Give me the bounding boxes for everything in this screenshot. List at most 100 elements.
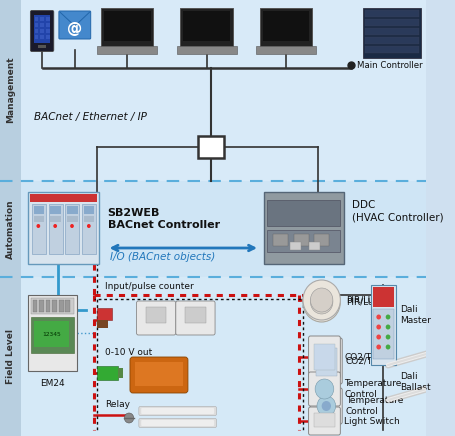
FancyBboxPatch shape — [59, 11, 91, 39]
Circle shape — [87, 224, 91, 228]
FancyBboxPatch shape — [130, 357, 187, 393]
FancyBboxPatch shape — [308, 336, 339, 378]
Bar — [35, 17, 38, 21]
Circle shape — [321, 401, 330, 411]
Bar — [101, 8, 153, 46]
Text: PIR/LUX: PIR/LUX — [345, 296, 379, 304]
Bar — [51, 216, 61, 222]
Bar — [51, 206, 61, 214]
Bar — [84, 216, 94, 222]
Bar — [313, 413, 334, 427]
Bar — [364, 19, 418, 26]
Bar — [308, 242, 319, 250]
Circle shape — [310, 290, 332, 314]
Bar — [313, 344, 334, 370]
Bar — [97, 46, 157, 54]
Bar — [267, 200, 339, 226]
Bar — [28, 295, 76, 371]
Bar — [97, 308, 112, 320]
Bar — [293, 234, 308, 246]
Bar — [34, 216, 44, 222]
Text: Dali
Ballast: Dali Ballast — [399, 372, 430, 392]
Bar — [364, 37, 418, 44]
Bar — [34, 206, 44, 214]
Bar — [39, 300, 44, 312]
Circle shape — [302, 282, 339, 322]
Bar — [46, 17, 50, 21]
Bar — [46, 35, 50, 39]
Text: 0-10 V out: 0-10 V out — [105, 348, 152, 357]
FancyBboxPatch shape — [136, 301, 175, 335]
Bar — [46, 300, 51, 312]
Circle shape — [375, 334, 380, 340]
Bar — [35, 29, 38, 33]
Bar — [33, 300, 37, 312]
Bar — [364, 10, 418, 17]
Circle shape — [314, 379, 333, 399]
Bar — [180, 8, 233, 46]
Bar — [97, 320, 108, 328]
Circle shape — [385, 324, 389, 330]
Text: CO2/T/%RH: CO2/T/%RH — [345, 357, 397, 365]
Bar — [315, 348, 336, 376]
FancyBboxPatch shape — [139, 406, 216, 416]
Bar — [66, 204, 79, 254]
Bar — [34, 321, 69, 347]
Bar — [370, 285, 394, 365]
Bar — [34, 15, 51, 43]
Bar — [256, 46, 315, 54]
Bar — [364, 28, 418, 35]
Bar — [31, 298, 74, 314]
Bar — [20, 0, 425, 181]
Circle shape — [53, 224, 57, 228]
Text: Relay: Relay — [105, 400, 129, 409]
Bar — [97, 366, 117, 380]
Circle shape — [385, 344, 389, 350]
Bar — [67, 206, 77, 214]
Bar — [82, 204, 96, 254]
Bar — [362, 8, 420, 58]
FancyBboxPatch shape — [141, 420, 214, 426]
Text: BACnet / Ethernet / IP: BACnet / Ethernet / IP — [34, 112, 146, 122]
Bar — [313, 234, 329, 246]
Bar — [84, 206, 94, 214]
Circle shape — [36, 224, 40, 228]
Bar — [66, 300, 70, 312]
Circle shape — [385, 334, 389, 340]
FancyBboxPatch shape — [141, 408, 214, 414]
Text: Light Switch: Light Switch — [344, 416, 399, 426]
Bar — [28, 192, 99, 264]
Text: I/O (BACnet objects): I/O (BACnet objects) — [110, 252, 215, 262]
Text: Dali
Master: Dali Master — [399, 305, 430, 325]
Bar — [289, 242, 300, 250]
Text: Automation: Automation — [6, 199, 15, 259]
Text: CO2/T/%RH: CO2/T/%RH — [344, 352, 395, 361]
Text: @: @ — [67, 21, 82, 37]
Bar — [40, 17, 44, 21]
Text: 12345: 12345 — [42, 331, 61, 337]
Text: SB2WEB
BACnet Controller: SB2WEB BACnet Controller — [107, 208, 219, 230]
Bar — [372, 287, 393, 307]
Bar — [372, 309, 393, 359]
Circle shape — [316, 396, 335, 416]
Text: PIR/LUX: PIR/LUX — [345, 297, 379, 307]
Circle shape — [375, 324, 380, 330]
Text: EM24: EM24 — [40, 379, 65, 388]
FancyBboxPatch shape — [308, 372, 339, 406]
Text: Management: Management — [6, 57, 15, 123]
FancyBboxPatch shape — [308, 407, 339, 435]
Bar — [35, 35, 38, 39]
Bar — [185, 307, 205, 323]
Bar — [20, 181, 425, 277]
FancyBboxPatch shape — [175, 301, 215, 335]
Bar — [262, 11, 309, 41]
FancyBboxPatch shape — [30, 10, 54, 51]
Bar — [177, 46, 236, 54]
Bar — [35, 23, 38, 27]
Bar — [146, 307, 166, 323]
Bar — [31, 317, 74, 353]
Bar — [46, 29, 50, 33]
Bar — [263, 192, 344, 264]
Bar — [259, 8, 312, 46]
Bar — [20, 277, 425, 436]
